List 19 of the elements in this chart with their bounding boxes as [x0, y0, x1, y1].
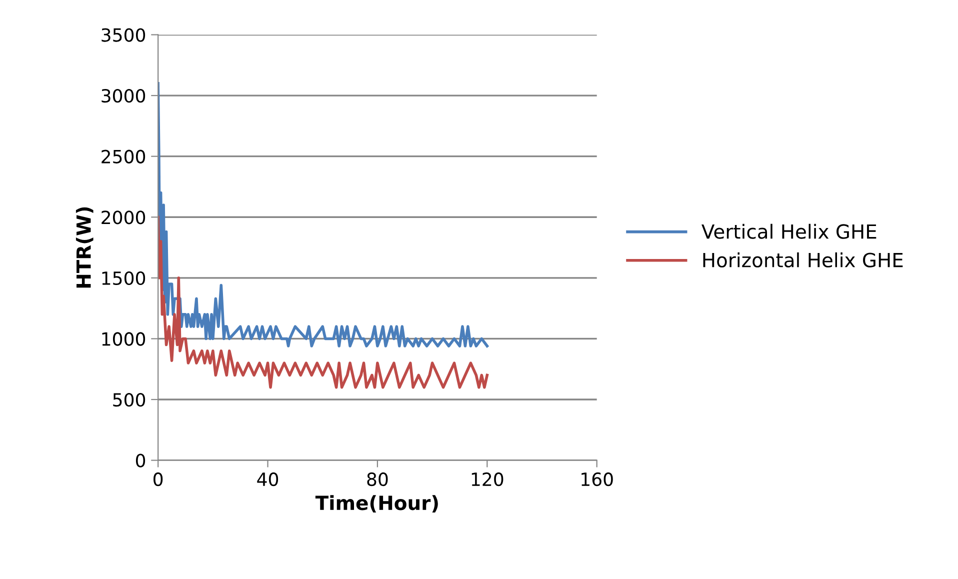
x-axis-title: Time(Hour) [315, 495, 438, 512]
x-tick-label: 80 [367, 472, 388, 486]
x-tick-label: 120 [472, 472, 504, 486]
y-tick-label: 1500 [102, 271, 146, 286]
legend-label: Horizontal Helix GHE [703, 252, 903, 268]
y-tick-label: 2500 [102, 150, 146, 164]
x-tick-label: 160 [582, 472, 613, 486]
legend-label: Vertical Helix GHE [702, 224, 876, 239]
y-tick-label: 2000 [102, 210, 146, 224]
y-tick-label: 3500 [102, 28, 146, 42]
line-series [158, 82, 489, 348]
y-tick-label: 500 [113, 392, 146, 407]
y-axis-title: HTR(W) [76, 207, 94, 288]
y-tick-label: 3000 [102, 88, 146, 103]
x-tick-label: 40 [257, 472, 278, 486]
line-series [158, 216, 489, 389]
y-tick-label: 1000 [102, 332, 146, 346]
x-tick-label: 0 [154, 472, 163, 486]
y-tick-label: 0 [136, 454, 146, 468]
